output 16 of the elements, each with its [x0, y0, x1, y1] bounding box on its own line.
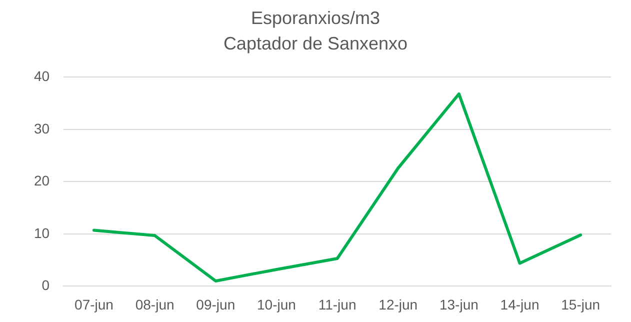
x-tick-label: 08-jun	[135, 296, 174, 312]
x-tick-label: 09-jun	[196, 296, 236, 312]
y-tick-label: 30	[34, 120, 50, 136]
x-tick-label: 15-jun	[561, 296, 600, 312]
y-tick-label: 10	[34, 224, 50, 241]
chart-title: Esporanxios/m3	[250, 8, 380, 28]
x-tick-label: 07-jun	[74, 296, 114, 312]
chart-subtitle: Captador de Sanxenxo	[223, 33, 408, 54]
x-tick-label: 13-jun	[439, 296, 478, 312]
y-tick-label: 20	[34, 172, 50, 189]
y-tick-label: 0	[42, 277, 50, 294]
x-tick-label: 14-jun	[500, 296, 540, 312]
x-tick-label: 12-jun	[378, 296, 418, 312]
y-tick-label: 40	[34, 68, 50, 84]
x-tick-label: 11-jun	[318, 296, 356, 312]
x-tick-label: 10-jun	[257, 296, 296, 312]
